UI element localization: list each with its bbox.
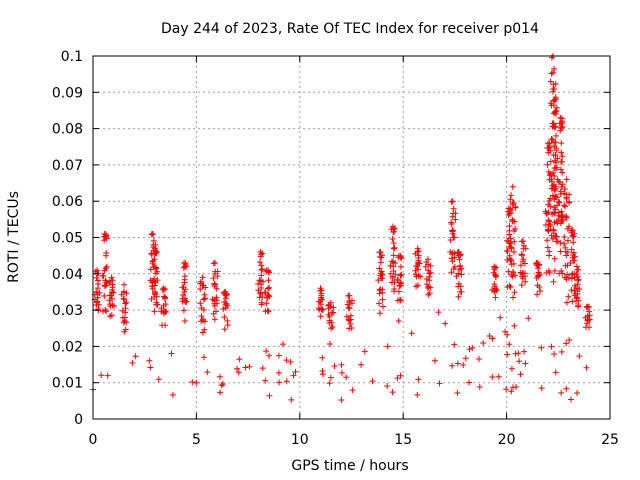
scatter-points-spike: [179, 259, 190, 324]
scatter-points-spike: [315, 285, 326, 320]
y-axis-label: ROTI / TECUs: [6, 191, 22, 283]
y-tick-label: 0.1: [61, 49, 83, 65]
y-tick-label: 0: [74, 412, 83, 428]
scatter-points-spike: [447, 198, 459, 276]
y-tick-label: 0.06: [52, 194, 83, 210]
scatter-points-spike: [91, 267, 103, 314]
scatter-points-spike: [422, 256, 434, 298]
scatter-points-spike: [571, 263, 583, 310]
scatter-points-spike: [209, 259, 221, 323]
x-axis-label: GPS time / hours: [291, 458, 408, 474]
y-tick-label: 0.02: [52, 339, 83, 355]
x-tick-label: 10: [291, 432, 309, 448]
y-tick-label: 0.05: [52, 231, 83, 247]
y-tick-label: 0.09: [52, 85, 83, 101]
scatter-points-spike: [561, 176, 573, 306]
y-tick-label: 0.04: [52, 267, 83, 283]
scatter-points-spike: [549, 96, 561, 262]
x-tick-label: 5: [192, 432, 201, 448]
y-tick-label: 0.07: [52, 158, 83, 174]
scatter-points-spike: [149, 245, 161, 315]
scatter-points-body: [90, 309, 590, 403]
x-tick-label: 20: [498, 432, 516, 448]
scatter-points-spike: [394, 252, 405, 304]
scatter-points-spike: [106, 274, 117, 320]
x-tick-label: 0: [89, 432, 98, 448]
axis-ticks: 0 0.01 0.02 0.03 0.04 0.05 0.06 0.07 0.08 0.09 0.1…: [52, 49, 619, 448]
scatter-points-spike: [118, 281, 130, 335]
scatter-points-spike: [542, 140, 554, 276]
scatter-points-spike: [533, 259, 544, 298]
scatter-points-spike: [453, 249, 465, 300]
scatter-points-spike: [261, 267, 273, 315]
chart-title: Day 244 of 2023, Rate Of TEC Index for r…: [161, 21, 539, 37]
y-tick-label: 0.03: [52, 303, 83, 319]
scatter-points-spike: [255, 249, 266, 308]
scatter-points-spike: [343, 292, 355, 332]
plot-frame: [92, 55, 611, 420]
scatter-points-spike: [412, 245, 424, 290]
grid-lines: [93, 56, 610, 419]
scatter-points-spike: [99, 230, 110, 315]
scatter-points-spike: [220, 288, 231, 333]
x-tick-label: 25: [601, 432, 619, 448]
scatter-points-spike: [197, 274, 209, 336]
scatter-points-spike: [582, 303, 593, 331]
scatter-points-spike: [489, 263, 500, 301]
y-tick-label: 0.08: [52, 122, 83, 138]
scatter-points-spike: [375, 249, 386, 317]
data-points: [90, 53, 593, 403]
y-tick-label: 0.01: [52, 376, 83, 392]
x-tick-label: 15: [394, 432, 412, 448]
scatter-points-spike: [517, 238, 529, 289]
scatter-points-spike: [507, 183, 519, 301]
scatter-points-spike: [147, 230, 159, 302]
scatter-points-spike: [158, 285, 169, 329]
scatter-points-spike: [325, 299, 337, 332]
scatter-points-spike: [555, 114, 566, 277]
scatter-points-spike: [387, 223, 399, 295]
